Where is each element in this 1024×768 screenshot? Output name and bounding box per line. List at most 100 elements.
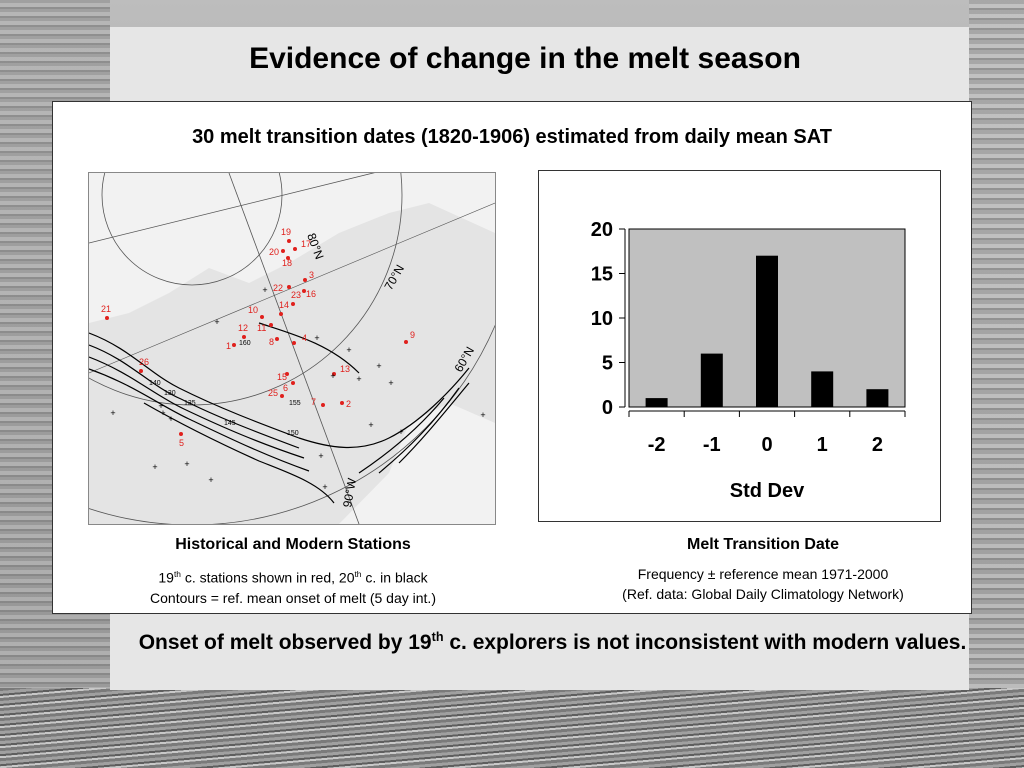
contour-label-145: 145	[224, 420, 236, 427]
modern-station-marker: +	[152, 462, 157, 472]
modern-station-marker: +	[184, 459, 189, 469]
historical-station-marker	[260, 315, 264, 319]
x-axis-label: Std Dev	[730, 480, 805, 502]
x-tick-label: 0	[761, 434, 772, 456]
historical-station-label: 2	[346, 399, 351, 409]
content-panel: 30 melt transition dates (1820-1906) est…	[0, 0, 972, 614]
historical-station-marker	[321, 403, 325, 407]
historical-station-marker	[281, 249, 285, 253]
historical-station-marker	[340, 401, 344, 405]
lat-circle-80	[101, 104, 283, 286]
x-tick-label: -1	[703, 434, 721, 456]
bar	[756, 255, 778, 407]
historical-station-label: 3	[309, 270, 314, 280]
historical-station-label: 21	[101, 304, 111, 314]
historical-station-label: 6	[283, 383, 288, 393]
historical-station-label: 17	[301, 239, 311, 249]
historical-station-marker	[332, 372, 336, 376]
historical-station-label: 11	[257, 323, 266, 333]
contour-label-135: 135	[184, 400, 196, 407]
historical-station-marker	[242, 335, 246, 339]
map-caption-line1b: c. stations shown in red, 20	[180, 569, 355, 586]
x-tick-label: 2	[872, 434, 883, 456]
modern-station-marker: +	[388, 378, 393, 388]
historical-station-marker	[232, 343, 236, 347]
map-caption-line1c: c. in black	[361, 569, 428, 586]
historical-station-marker	[179, 432, 183, 436]
historical-station-marker	[286, 256, 290, 260]
map-caption-sup1: th	[173, 569, 181, 579]
historical-station-label: 23	[291, 290, 301, 300]
modern-station-marker: +	[110, 408, 115, 418]
historical-station-marker	[303, 278, 307, 282]
map-svg: 80°N 70°N 60°N 90°W 130 135 140 145 150 …	[0, 0, 523, 526]
historical-station-label: 18	[282, 258, 292, 268]
map-caption: Historical and Modern Stations 19th c. s…	[88, 536, 498, 608]
historical-station-marker	[292, 341, 296, 345]
historical-station-label: 1	[226, 341, 231, 351]
melt-contours	[88, 322, 470, 504]
historical-station-label: 13	[340, 364, 350, 374]
contour-label-130: 130	[164, 390, 176, 397]
conclusion-sup: th	[431, 630, 444, 644]
modern-station-marker: +	[158, 401, 163, 411]
historical-station-label: 15	[277, 372, 287, 382]
historical-station-marker	[293, 247, 297, 251]
panel-subtitle: 30 melt transition dates (1820-1906) est…	[192, 126, 832, 148]
historical-station-label: 4	[302, 333, 307, 343]
conclusion-part-a: Onset of melt observed by 19	[138, 631, 432, 654]
modern-station-marker: +	[330, 371, 335, 381]
conclusion-part-b: c. explorers is not inconsistent with mo…	[443, 631, 967, 654]
historical-station-marker	[302, 289, 306, 293]
chart-svg: 0 5 10 15 20 -2 -1 0 1 2 Std Dev	[591, 219, 906, 502]
conclusion-text: Onset of melt observed by 19th c. explor…	[120, 622, 985, 658]
modern-station-marker: +	[318, 451, 323, 461]
modern-station-marker: +	[322, 482, 327, 492]
historical-station-label: 16	[306, 289, 316, 299]
contour-label-140: 140	[149, 380, 161, 387]
map-caption-sup2: th	[354, 569, 362, 579]
historical-station-marker	[287, 239, 291, 243]
bar	[866, 389, 889, 407]
map-caption-line1a: 19	[158, 569, 174, 586]
historical-station-marker	[285, 372, 289, 376]
y-tick-label: 15	[591, 264, 613, 286]
chart-caption: Melt Transition Date Frequency ± referen…	[558, 536, 968, 604]
historical-station-label: 8	[269, 337, 274, 347]
bar	[811, 371, 834, 407]
historical-station-label: 26	[139, 357, 149, 367]
historical-station-marker	[269, 323, 273, 327]
slide-title: Evidence of change in the melt season	[249, 42, 801, 75]
chart-caption-title: Melt Transition Date	[686, 536, 840, 553]
meridian-line-3	[88, 202, 496, 374]
modern-station-marker: +	[262, 285, 267, 295]
historical-station-label: 9	[410, 330, 415, 340]
y-tick-label: 5	[602, 353, 613, 375]
bar	[645, 398, 668, 407]
modern-station-marker: +	[376, 361, 381, 371]
historical-station-label: 7	[311, 397, 316, 407]
modern-station-marker: +	[214, 317, 219, 327]
chart-caption-line2: (Ref. data: Global Daily Climatology Net…	[622, 586, 904, 602]
historical-station-label: 14	[279, 300, 289, 310]
historical-station-label: 19	[281, 227, 291, 237]
modern-station-marker: +	[208, 475, 213, 485]
y-tick-label: 10	[591, 308, 613, 330]
x-tick-label: 1	[817, 434, 828, 456]
historical-station-label: 25	[268, 388, 278, 398]
historical-station-marker	[139, 369, 143, 373]
historical-station-marker	[404, 340, 408, 344]
contour-label-160: 160	[239, 340, 251, 347]
historical-station-label: 12	[238, 323, 248, 333]
historical-station-marker	[105, 316, 109, 320]
contour-label-155: 155	[289, 400, 301, 407]
station-map: 80°N 70°N 60°N 90°W 130 135 140 145 150 …	[0, 0, 523, 526]
historical-station-marker	[291, 381, 295, 385]
meridian-line-2	[228, 172, 360, 525]
modern-station-marker: +	[368, 420, 373, 430]
modern-station-marker: +	[480, 410, 485, 420]
historical-station-marker	[291, 302, 295, 306]
y-tick-label: 0	[602, 397, 613, 419]
background-right	[969, 0, 1024, 768]
modern-station-marker: +	[356, 374, 361, 384]
